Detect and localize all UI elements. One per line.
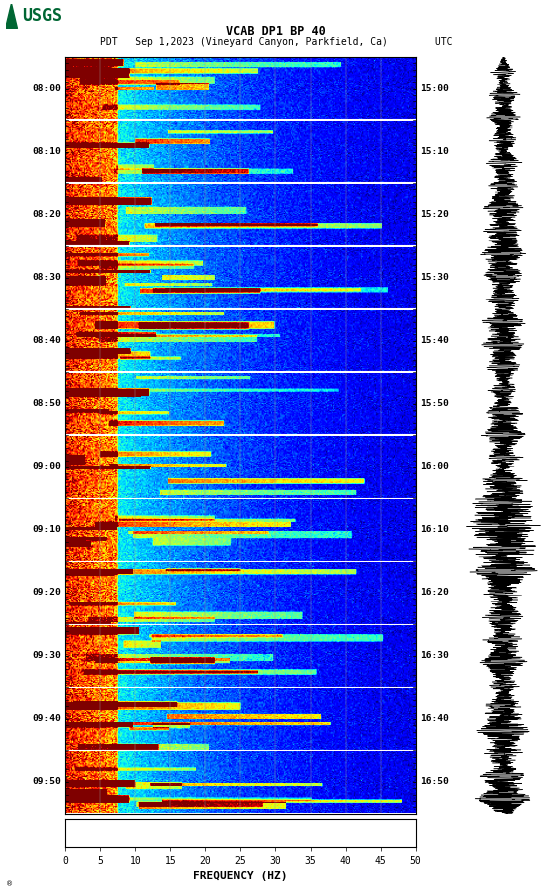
Text: 08:00: 08:00	[32, 84, 61, 93]
Text: ®: ®	[6, 881, 13, 888]
Text: 16:00: 16:00	[420, 462, 449, 471]
Polygon shape	[6, 4, 18, 29]
Text: 09:20: 09:20	[32, 589, 61, 598]
Text: 16:30: 16:30	[420, 651, 449, 660]
Text: 15:30: 15:30	[420, 273, 449, 282]
Text: 15:50: 15:50	[420, 400, 449, 409]
Text: 08:10: 08:10	[32, 147, 61, 156]
Text: 15:00: 15:00	[420, 84, 449, 93]
Text: 09:50: 09:50	[32, 778, 61, 787]
Text: 15:10: 15:10	[420, 147, 449, 156]
Text: 15:40: 15:40	[420, 336, 449, 345]
Text: USGS: USGS	[22, 7, 62, 25]
Text: 09:30: 09:30	[32, 651, 61, 660]
Text: VCAB DP1 BP 40: VCAB DP1 BP 40	[226, 25, 326, 38]
Text: 08:20: 08:20	[32, 211, 61, 219]
Text: 08:40: 08:40	[32, 336, 61, 345]
Text: 16:50: 16:50	[420, 778, 449, 787]
Text: 08:50: 08:50	[32, 400, 61, 409]
Text: 09:00: 09:00	[32, 462, 61, 471]
Text: 15:20: 15:20	[420, 211, 449, 219]
Text: 09:40: 09:40	[32, 714, 61, 723]
Text: 16:20: 16:20	[420, 589, 449, 598]
Text: 09:10: 09:10	[32, 525, 61, 534]
Text: FREQUENCY (HZ): FREQUENCY (HZ)	[193, 871, 288, 881]
Text: PDT   Sep 1,2023 (Vineyard Canyon, Parkfield, Ca)        UTC: PDT Sep 1,2023 (Vineyard Canyon, Parkfie…	[100, 37, 452, 46]
Text: 16:40: 16:40	[420, 714, 449, 723]
Text: 16:10: 16:10	[420, 525, 449, 534]
Text: 08:30: 08:30	[32, 273, 61, 282]
